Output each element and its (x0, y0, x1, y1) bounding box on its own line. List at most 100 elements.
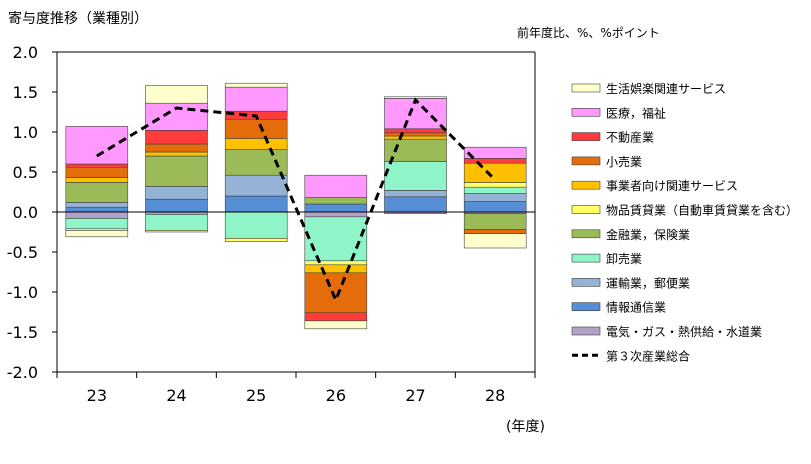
y-tick-label: 2.0 (13, 43, 38, 62)
bar-segment (463, 182, 527, 188)
bar-segment (65, 182, 129, 203)
legend-swatch (571, 253, 601, 263)
legend-label: 金融業，保険業 (606, 227, 690, 242)
bar-segment (224, 138, 288, 150)
bar-segment (304, 260, 368, 266)
x-tick-label: 27 (405, 386, 425, 405)
bar-segment (224, 118, 288, 139)
y-tick-label: -2.0 (7, 363, 38, 382)
legend-swatch (571, 229, 601, 239)
bar-segment (463, 186, 527, 194)
legend-swatch (571, 180, 601, 190)
y-tick-label: 1.5 (13, 83, 38, 102)
bar-segment (384, 135, 447, 140)
legend-label: 小売業 (606, 154, 642, 169)
bar-segment (304, 312, 368, 322)
legend-label: 情報通信業 (606, 301, 666, 315)
bar-segment (145, 198, 208, 213)
legend-swatch (571, 205, 601, 214)
bar-segment (304, 216, 368, 262)
legend-swatch (571, 83, 601, 93)
bar-segment (145, 214, 208, 231)
bar-segment (145, 85, 208, 104)
x-axis-label: (年度) (506, 419, 545, 435)
bar-segment (224, 86, 288, 112)
bar-segment (384, 196, 447, 213)
bar-segment (145, 186, 208, 200)
legend-swatch (571, 326, 601, 336)
bar-segment (304, 264, 368, 274)
y-tick-label: -1.5 (7, 323, 38, 342)
bar-segment (145, 230, 208, 233)
bar-segment (65, 206, 129, 213)
bar-segment (224, 211, 288, 239)
bar-segment (304, 272, 368, 314)
chart-title: 寄与度推移（業種別） (8, 11, 148, 27)
legend-label: 卸売業 (606, 251, 642, 266)
y-tick-label: 1.0 (13, 123, 38, 142)
bar-segment (384, 190, 447, 198)
bar-segment (384, 128, 447, 134)
bar-segment (304, 197, 368, 205)
bar-segment (463, 201, 527, 213)
y-tick-label: -1.0 (7, 283, 38, 302)
bar-segment (224, 238, 288, 242)
bar-segment (65, 126, 129, 165)
legend-swatch (571, 108, 601, 117)
legend-swatch (571, 156, 601, 166)
total-line-layer (96, 97, 497, 304)
bar-segment (463, 213, 527, 230)
y-tick-label: -0.5 (7, 243, 38, 262)
bar-segment (304, 203, 368, 213)
legend-swatch (571, 302, 601, 312)
legend-swatch (571, 278, 601, 287)
x-tick-label: 24 (166, 386, 186, 405)
legend-label: 運輸業，郵便業 (606, 275, 690, 290)
bar-segment (65, 202, 129, 208)
total-series-line (96, 97, 497, 304)
bar-segment (463, 233, 527, 249)
bar-segment (65, 163, 129, 168)
legend-label: 第３次産業総合 (606, 348, 690, 363)
legend-label: 生活娯楽関連サービス (606, 82, 726, 96)
bar-segment (224, 174, 288, 197)
bar-segment (463, 229, 527, 234)
legend: 生活娯楽関連サービス医療，福祉不動産業小売業事業者向け関連サービス物品賃貸業（自… (571, 82, 798, 363)
bar-segment (65, 177, 129, 183)
x-tick-label: 26 (326, 386, 346, 405)
bar-segment (65, 166, 129, 178)
legend-label: 不動産業 (606, 130, 654, 145)
bar-segment (65, 218, 129, 230)
bar-segment (65, 230, 129, 238)
bar-segment (463, 193, 527, 202)
bar-segment (463, 162, 527, 183)
bar-segment (384, 132, 447, 137)
y-tick-label: 0.0 (13, 203, 38, 222)
y-tick-label: 0.5 (13, 163, 38, 182)
bar-segment (145, 143, 208, 153)
bar-segment (304, 320, 368, 330)
bar-segment (463, 146, 527, 159)
bar-segment (304, 174, 368, 198)
bar-segment (145, 151, 208, 157)
x-tick-label: 28 (485, 386, 505, 405)
legend-label: 医療，福祉 (606, 105, 666, 120)
bar-segment (65, 211, 129, 219)
legend-label: 電気・ガス・熱供給・水道業 (606, 324, 762, 339)
unit-note: 前年度比、%、%ポイント (517, 26, 660, 40)
legend-label: 事業者向け関連サービス (606, 178, 738, 193)
x-tick-label: 23 (87, 386, 107, 405)
bar-segment (224, 82, 288, 88)
axes-layer: 2.0 1.5 1.0 0.5 0.0 -0.5 -1.0 -1.5 -2.0 23 24 25 26 2… (7, 43, 536, 405)
bar-segment (145, 155, 208, 187)
bar-segment (384, 161, 447, 191)
bar-segment (304, 211, 368, 218)
x-tick-label: 25 (246, 386, 266, 405)
bar-segment (224, 195, 288, 213)
bar-segment (463, 158, 527, 164)
legend-label: 物品賃貸業（自動車賃貸業を含む） (606, 203, 798, 218)
bar-segment (145, 130, 208, 145)
legend-swatch (571, 132, 601, 141)
bar-layer (65, 82, 527, 330)
